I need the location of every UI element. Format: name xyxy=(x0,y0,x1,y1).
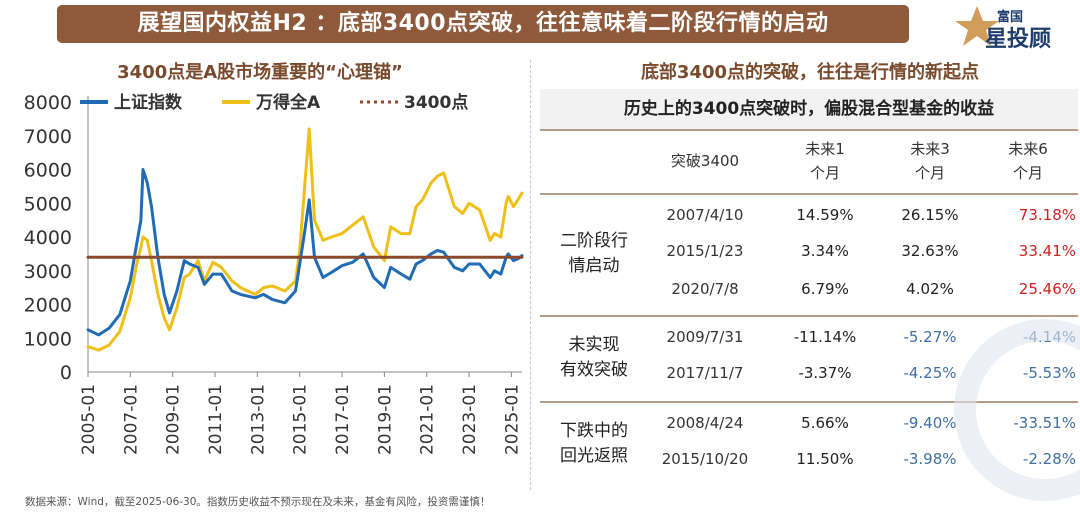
legend-label-wind-a: 万得全A xyxy=(255,92,321,113)
star-icon xyxy=(955,6,999,46)
group-label: 未实现 有效突破 xyxy=(560,335,628,380)
y-tick-label: 6000 xyxy=(24,160,72,182)
header-6m: 未来6 个月 xyxy=(1008,140,1048,182)
table-title: 历史上的3400点突破时，偏股混合型基金的收益 xyxy=(540,89,1078,131)
group-label: 下跌中的 回光返照 xyxy=(560,421,628,466)
table-row: 2015/10/20 11.50% -3.98% -2.28% xyxy=(661,450,1076,468)
x-tick-label: 2017-01 xyxy=(333,384,353,455)
header-breakout: 突破3400 xyxy=(670,152,740,170)
y-tick-label: 3000 xyxy=(24,261,72,283)
logo-line1: 富国 xyxy=(997,9,1023,25)
group-stage-two: 二阶段行 情启动 2007/4/10 14.59% 26.15% 73.18% 2… xyxy=(540,195,1078,317)
footer-note: 数据来源：Wind，截至2025-06-30。指数历史收益不预示现在及未来，基金… xyxy=(25,496,491,508)
x-tick-label: 2025-01 xyxy=(502,384,522,455)
chart-legend: 上证指数 万得全A 3400点 xyxy=(80,92,468,113)
y-tick-label: 7000 xyxy=(24,126,72,148)
x-tick-label: 2019-01 xyxy=(375,384,395,455)
x-tick-label: 2021-01 xyxy=(418,384,438,455)
panel-divider xyxy=(530,60,531,490)
line-chart: 0 1000 2000 3000 4000 5000 6000 7000 8000 2005-01… xyxy=(24,92,524,455)
y-tick-label: 5000 xyxy=(24,193,72,215)
x-tick-label: 2011-01 xyxy=(206,384,226,455)
logo-line2: 星投顾 xyxy=(985,27,1051,52)
y-tick-label: 0 xyxy=(60,362,72,384)
table-row: 2015/1/23 3.34% 32.63% 33.41% xyxy=(666,242,1076,260)
x-tick-label: 2015-01 xyxy=(291,384,311,455)
group-label: 二阶段行 情启动 xyxy=(560,231,628,276)
x-tick-label: 2005-01 xyxy=(79,384,99,455)
x-tick-label: 2007-01 xyxy=(121,384,141,455)
table-panel-title: 底部3400点的突破，往往是行情的新起点 xyxy=(640,62,980,83)
y-tick-label: 4000 xyxy=(24,227,72,249)
x-tick-label: 2013-01 xyxy=(248,384,268,455)
y-tick-label: 1000 xyxy=(24,328,72,350)
table-row: 2008/4/24 5.66% -9.40% -33.51% xyxy=(666,414,1076,432)
x-tick-label: 2009-01 xyxy=(164,384,184,455)
header-3m: 未来3 个月 xyxy=(910,140,950,182)
x-tick-label: 2023-01 xyxy=(460,384,480,455)
logo: 富国 星投顾 xyxy=(955,6,1051,52)
series-sse-composite xyxy=(86,168,524,337)
banner-title: 展望国内权益H2 ：底部3400点突破，往往意味着二阶段行情的启动 xyxy=(57,5,909,43)
group-failed-breakout: 未实现 有效突破 2009/7/31 -11.14% -5.27% -4.14% … xyxy=(540,317,1078,403)
legend-label-sse: 上证指数 xyxy=(114,92,183,113)
table-row: 2017/11/7 -3.37% -4.25% -5.53% xyxy=(666,364,1076,382)
table-header: 突破3400 未来1 个月 未来3 个月 未来6 个月 xyxy=(540,131,1078,195)
y-tick-label: 2000 xyxy=(24,295,72,317)
series-wind-all-a xyxy=(86,127,524,352)
y-tick-label: 8000 xyxy=(24,92,72,114)
table-row: 2009/7/31 -11.14% -5.27% -4.14% xyxy=(666,328,1076,346)
chart-title: 3400点是A股市场重要的“心理锚” xyxy=(117,62,403,83)
table-row: 2007/4/10 14.59% 26.15% 73.18% xyxy=(666,206,1076,224)
fund-return-table: 历史上的3400点突破时，偏股混合型基金的收益 突破3400 未来1 个月 未来3… xyxy=(540,89,1078,487)
group-dead-cat-bounce: 下跌中的 回光返照 2008/4/24 5.66% -9.40% -33.51% … xyxy=(540,403,1078,487)
legend-label-3400: 3400点 xyxy=(404,92,468,113)
header-1m: 未来1 个月 xyxy=(805,140,845,182)
table-row: 2020/7/8 6.79% 4.02% 25.46% xyxy=(671,280,1076,298)
